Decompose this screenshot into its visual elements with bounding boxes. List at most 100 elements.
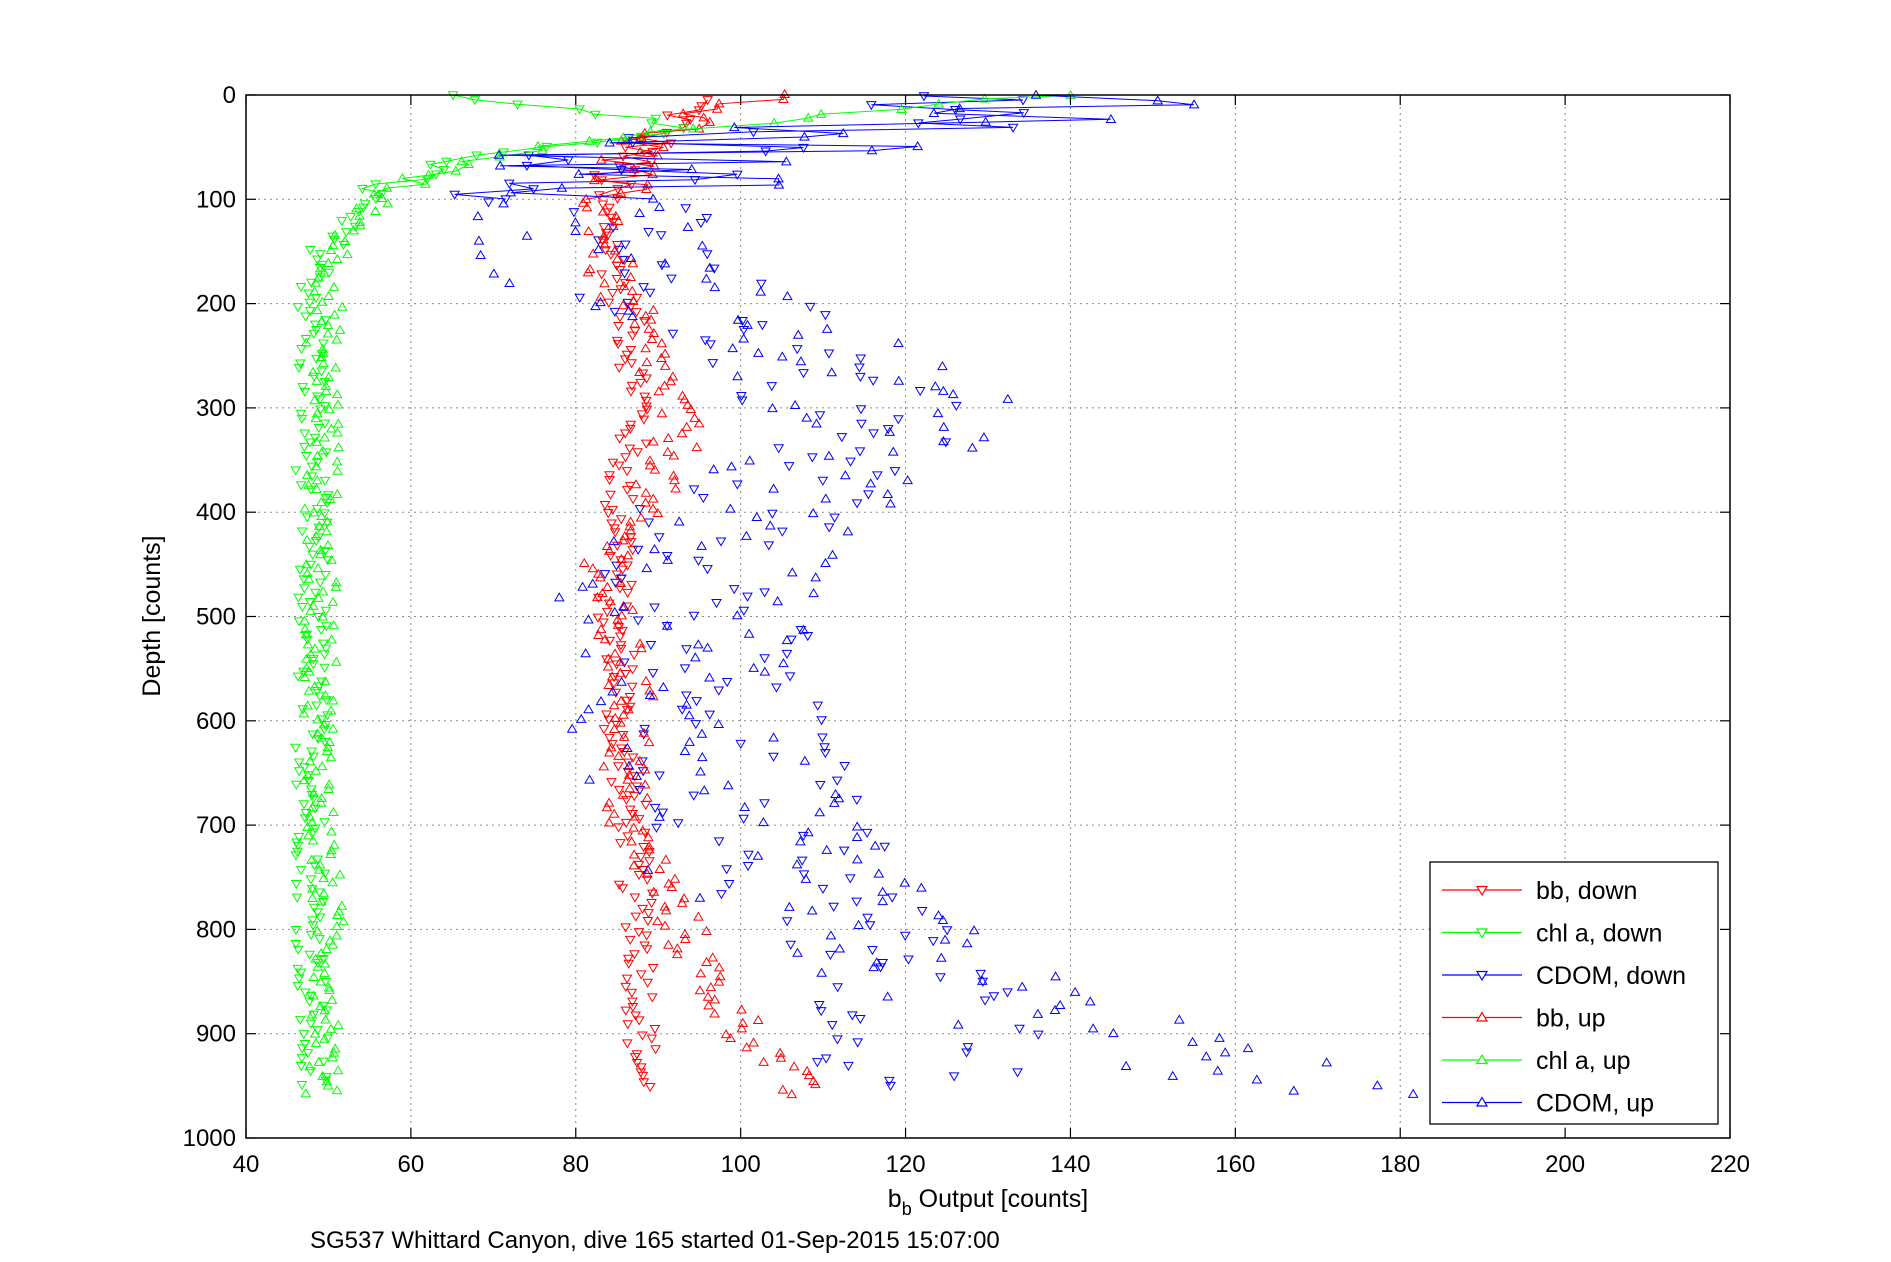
data-point: [801, 412, 813, 422]
data-point: [321, 746, 333, 756]
data-point: [938, 421, 950, 431]
data-point: [622, 832, 634, 842]
data-point: [854, 363, 865, 373]
data-point: [595, 154, 607, 164]
data-point: [786, 1088, 798, 1099]
data-point: [826, 1021, 838, 1031]
data-point: [332, 399, 344, 409]
data-point: [669, 474, 680, 485]
series-bb-up: [577, 88, 821, 1099]
data-point: [759, 799, 770, 809]
data-point: [290, 880, 302, 890]
data-point: [929, 381, 941, 391]
data-point: [301, 513, 313, 523]
data-point: [625, 345, 637, 356]
y-tick-label: 1000: [183, 1125, 236, 1152]
data-point: [671, 949, 683, 959]
data-point: [855, 405, 867, 415]
data-point: [640, 183, 652, 194]
data-point: [332, 465, 343, 475]
data-point: [742, 319, 753, 329]
data-point: [748, 1037, 759, 1047]
data-point: [624, 935, 636, 945]
data-point: [808, 588, 819, 598]
data-point: [607, 686, 618, 696]
data-point: [472, 210, 484, 221]
data-point: [627, 311, 638, 321]
data-point: [318, 267, 330, 277]
data-point: [649, 464, 661, 474]
data-point: [603, 817, 615, 827]
data-point: [626, 359, 638, 369]
data-point: [598, 761, 610, 771]
data-point: [313, 1056, 325, 1066]
data-point: [608, 700, 620, 710]
data-point: [1321, 1057, 1333, 1067]
data-point: [321, 696, 332, 706]
data-point: [877, 895, 889, 906]
data-point: [670, 483, 682, 493]
data-point: [654, 811, 665, 821]
data-point: [613, 461, 625, 471]
data-point: [646, 993, 658, 1003]
data-point: [820, 1054, 832, 1064]
data-point: [298, 775, 310, 785]
data-point: [314, 578, 326, 588]
data-point: [639, 779, 651, 789]
data-point: [669, 873, 681, 883]
data-point: [862, 913, 873, 923]
data-point: [635, 512, 647, 522]
data-point: [774, 1047, 786, 1057]
data-point: [297, 705, 309, 715]
data-point: [626, 988, 638, 998]
data-point: [298, 1030, 310, 1040]
data-point: [493, 149, 505, 159]
data-point: [883, 1076, 895, 1086]
data-point: [1002, 988, 1013, 998]
data-point: [615, 695, 627, 705]
data-point: [553, 592, 565, 602]
data-point: [318, 725, 330, 735]
data-point: [307, 828, 319, 838]
data-point: [1105, 113, 1117, 123]
data-point: [319, 402, 331, 412]
data-point: [311, 375, 323, 385]
data-point: [332, 418, 344, 428]
data-point: [621, 602, 633, 612]
data-point: [612, 619, 624, 629]
data-point: [296, 1044, 308, 1054]
data-point: [584, 774, 595, 784]
data-point: [592, 613, 604, 623]
data-point: [312, 908, 324, 918]
data-point: [621, 485, 633, 495]
data-point: [331, 388, 343, 399]
data-point: [618, 731, 630, 741]
data-point: [334, 324, 346, 334]
data-point: [324, 493, 336, 503]
data-point: [690, 720, 702, 730]
data-point: [642, 917, 654, 927]
data-point: [652, 507, 664, 518]
data-point: [597, 206, 609, 216]
data-point: [743, 628, 755, 638]
legend-swatch-marker: [1475, 970, 1489, 982]
data-point: [621, 742, 633, 753]
data-point: [319, 967, 330, 977]
data-point: [612, 614, 624, 624]
data-point: [304, 950, 316, 960]
data-point: [295, 968, 307, 978]
data-point: [596, 270, 607, 280]
data-point: [331, 909, 343, 920]
data-point: [813, 1000, 825, 1011]
data-point: [595, 695, 607, 706]
data-point: [642, 978, 654, 988]
y-tick-label: 100: [196, 186, 236, 213]
data-point: [643, 228, 654, 238]
data-point: [629, 1053, 641, 1063]
data-point: [647, 193, 659, 203]
data-point: [315, 976, 327, 986]
data-point: [886, 893, 898, 903]
data-point: [512, 100, 523, 110]
data-point: [1120, 1060, 1132, 1070]
data-point: [679, 664, 691, 674]
